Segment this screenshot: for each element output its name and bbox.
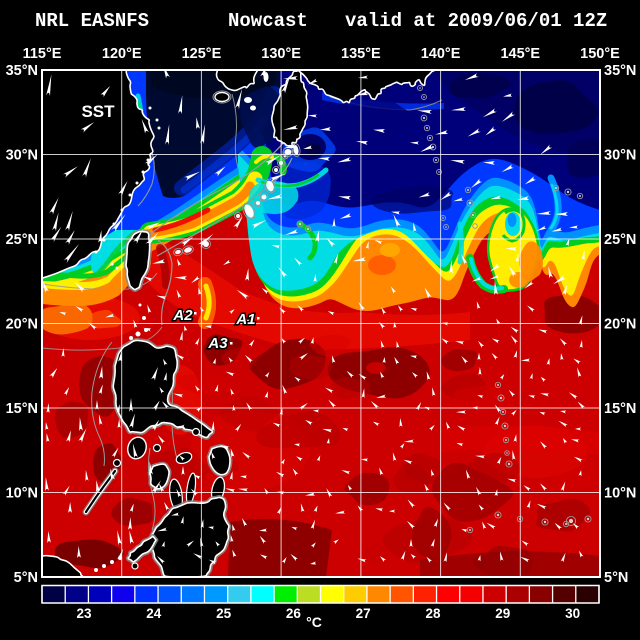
svg-text:25°N: 25°N	[604, 232, 636, 248]
svg-text:115°E: 115°E	[23, 46, 62, 62]
svg-text:35°N: 35°N	[6, 63, 38, 79]
svg-text:SST: SST	[81, 102, 115, 121]
svg-text:NRL EASNFS: NRL EASNFS	[35, 10, 149, 32]
svg-text:valid at 2009/06/01 12Z: valid at 2009/06/01 12Z	[345, 10, 607, 32]
svg-text:23: 23	[76, 606, 92, 621]
svg-text:27: 27	[356, 606, 371, 621]
svg-text:5°N: 5°N	[604, 570, 628, 586]
svg-text:20°N: 20°N	[6, 317, 38, 333]
svg-text:120°E: 120°E	[102, 46, 142, 62]
svg-text:°C: °C	[306, 614, 322, 630]
svg-text:10°N: 10°N	[6, 486, 38, 502]
svg-text:150°E: 150°E	[580, 46, 620, 62]
svg-text:15°N: 15°N	[6, 401, 38, 417]
svg-text:140°E: 140°E	[421, 46, 461, 62]
svg-text:35°N: 35°N	[604, 63, 636, 79]
svg-text:130°E: 130°E	[261, 46, 301, 62]
svg-text:A1: A1	[235, 311, 255, 328]
svg-text:24: 24	[146, 606, 162, 621]
svg-text:28: 28	[425, 606, 441, 621]
svg-text:Nowcast: Nowcast	[228, 10, 308, 32]
svg-text:A2: A2	[172, 307, 193, 324]
svg-text:29: 29	[495, 606, 510, 621]
svg-text:25°N: 25°N	[6, 232, 38, 248]
svg-text:125°E: 125°E	[182, 46, 222, 62]
svg-text:135°E: 135°E	[341, 46, 381, 62]
svg-text:A3: A3	[207, 335, 228, 352]
svg-text:10°N: 10°N	[604, 486, 636, 502]
svg-text:145°E: 145°E	[500, 46, 540, 62]
svg-text:5°N: 5°N	[14, 570, 38, 586]
svg-text:20°N: 20°N	[604, 317, 636, 333]
svg-text:15°N: 15°N	[604, 401, 636, 417]
svg-text:30°N: 30°N	[6, 148, 38, 164]
svg-text:26: 26	[286, 606, 302, 621]
svg-text:30°N: 30°N	[604, 148, 636, 164]
svg-text:30: 30	[565, 606, 580, 621]
svg-text:25: 25	[216, 606, 232, 621]
